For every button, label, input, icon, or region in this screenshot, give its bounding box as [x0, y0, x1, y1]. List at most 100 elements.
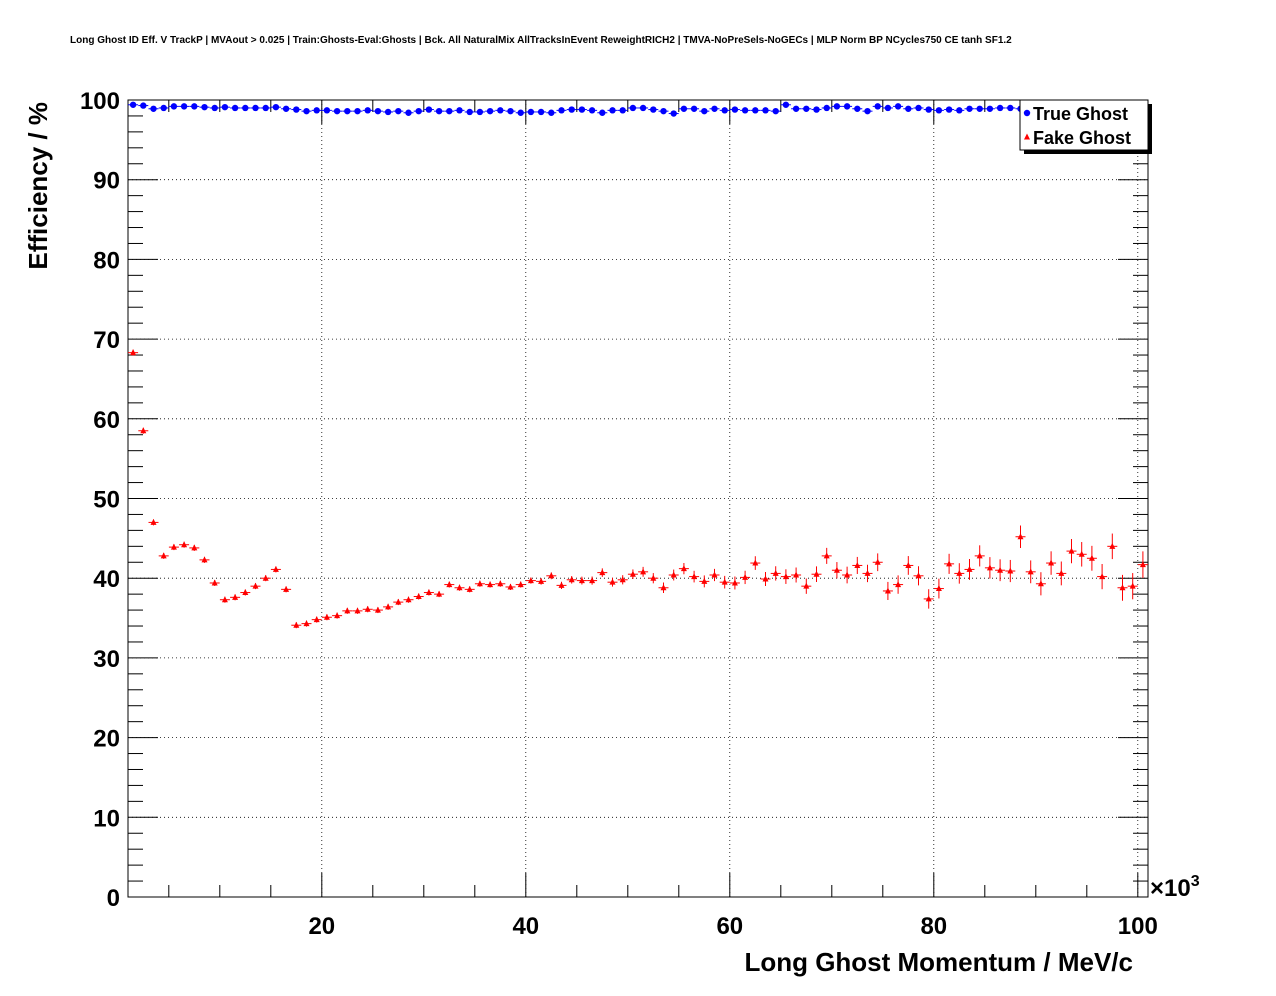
x-multiplier-base: ×10 [1150, 875, 1191, 902]
true-ghost-point [609, 107, 616, 114]
true-ghost-point [813, 106, 820, 113]
fake-ghost-point [854, 561, 861, 568]
fake-ghost-point [844, 571, 851, 578]
fake-ghost-point [211, 579, 218, 586]
legend-label-fake-ghost: Fake Ghost [1033, 128, 1131, 148]
fake-ghost-point [1088, 554, 1095, 561]
true-ghost-point [935, 107, 943, 114]
fake-ghost-point [221, 596, 228, 603]
fake-ghost-point [915, 572, 922, 579]
fake-ghost-point [293, 621, 300, 628]
fake-ghost-point [374, 606, 381, 613]
series-fake-ghost [128, 349, 1148, 629]
y-tick-label: 90 [93, 168, 120, 195]
y-tick-label: 60 [93, 407, 120, 434]
true-ghost-point [619, 107, 626, 114]
true-ghost-point [323, 107, 331, 114]
chart-title: Long Ghost ID Eff. V TrackP | MVAout > 0… [70, 35, 1012, 46]
true-ghost-point [374, 107, 382, 115]
true-ghost-point [221, 103, 229, 111]
true-ghost-point [599, 109, 606, 116]
fake-ghost-point [670, 571, 677, 578]
fake-ghost-point [599, 569, 606, 576]
fake-ghost-point [160, 552, 167, 559]
true-ghost-point [752, 107, 759, 114]
x-tick-label: 20 [308, 913, 335, 940]
fake-ghost-point [1048, 559, 1055, 566]
fake-ghost-point [1119, 584, 1126, 591]
fake-ghost-point [589, 577, 596, 584]
true-ghost-point [405, 109, 412, 116]
fake-ghost-point [507, 583, 514, 590]
true-ghost-point [548, 109, 555, 116]
fake-ghost-point [966, 565, 973, 572]
fake-ghost-point [701, 577, 708, 584]
fake-ghost-point [476, 580, 483, 587]
x-tick-label: 80 [920, 913, 947, 940]
x-multiplier-exponent: 3 [1191, 873, 1200, 890]
true-ghost-point [354, 107, 361, 115]
true-ghost-point [894, 103, 902, 110]
true-ghost-point [486, 107, 494, 115]
true-ghost-point [558, 107, 565, 114]
true-ghost-point [476, 108, 484, 116]
fake-ghost-point [772, 569, 779, 576]
fake-ghost-point [425, 589, 432, 596]
x-tick-label: 60 [716, 913, 743, 940]
fake-ghost-point [935, 585, 942, 592]
fake-ghost-point [415, 593, 422, 600]
fake-ghost-point [313, 616, 320, 623]
fake-ghost-point [497, 580, 504, 587]
fake-ghost-point [262, 574, 269, 581]
true-ghost-point [905, 105, 912, 112]
fake-ghost-point [344, 607, 351, 614]
y-tick-label: 40 [93, 566, 120, 593]
fake-ghost-point [201, 556, 208, 563]
fake-ghost-point [1007, 567, 1014, 574]
legend-box [1019, 99, 1149, 151]
fake-ghost-point [997, 566, 1004, 573]
true-ghost-point [466, 108, 473, 116]
true-ghost-point [701, 107, 708, 115]
true-ghost-point [690, 105, 698, 112]
true-ghost-point [772, 107, 779, 115]
legend: True Ghost Fake Ghost [1019, 99, 1152, 154]
true-ghost-point [252, 104, 259, 112]
true-ghost-point [639, 104, 647, 112]
fake-ghost-point [803, 582, 810, 589]
fake-ghost-point [762, 575, 769, 582]
true-ghost-point [180, 103, 188, 110]
true-ghost-point [272, 103, 280, 111]
true-ghost-point [395, 107, 402, 115]
true-ghost-point [303, 107, 310, 115]
true-ghost-point [792, 105, 800, 112]
fake-ghost-point [385, 603, 392, 610]
x-axis-multiplier: ×103 [1150, 873, 1200, 902]
true-ghost-point [313, 107, 320, 114]
y-tick-label: 0 [107, 885, 120, 912]
fake-ghost-point [823, 552, 830, 559]
true-ghost-point [201, 103, 208, 111]
true-ghost-point [415, 107, 422, 115]
fake-ghost-point [660, 584, 667, 591]
true-ghost-point [741, 107, 749, 114]
fake-ghost-point [538, 577, 545, 584]
fake-ghost-point [721, 578, 728, 585]
fake-ghost-point [466, 585, 473, 592]
fake-ghost-point [150, 518, 157, 525]
true-ghost-point [680, 105, 688, 112]
fake-ghost-point [191, 544, 198, 551]
fake-ghost-point [833, 566, 840, 573]
fake-ghost-point [813, 570, 820, 577]
axes: 20 40 60 80 100 0 10 20 30 40 50 60 70 80 90 100 [80, 88, 1158, 940]
fake-ghost-point [1139, 561, 1146, 568]
true-ghost-point [650, 106, 657, 113]
true-ghost-point [344, 107, 351, 115]
fake-ghost-point [1027, 568, 1034, 575]
true-ghost-point [425, 106, 433, 113]
true-ghost-point [446, 107, 453, 115]
true-ghost-point [456, 107, 463, 114]
true-ghost-point [864, 107, 871, 115]
fake-ghost-point [303, 620, 310, 627]
